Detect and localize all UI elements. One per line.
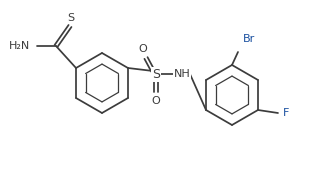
Text: S: S [152, 67, 160, 81]
Text: S: S [67, 13, 75, 23]
Text: O: O [152, 96, 160, 106]
Text: Br: Br [243, 34, 255, 44]
Text: NH: NH [174, 69, 190, 79]
Text: F: F [283, 108, 289, 118]
Text: O: O [139, 44, 147, 54]
Text: H₂N: H₂N [9, 41, 30, 51]
